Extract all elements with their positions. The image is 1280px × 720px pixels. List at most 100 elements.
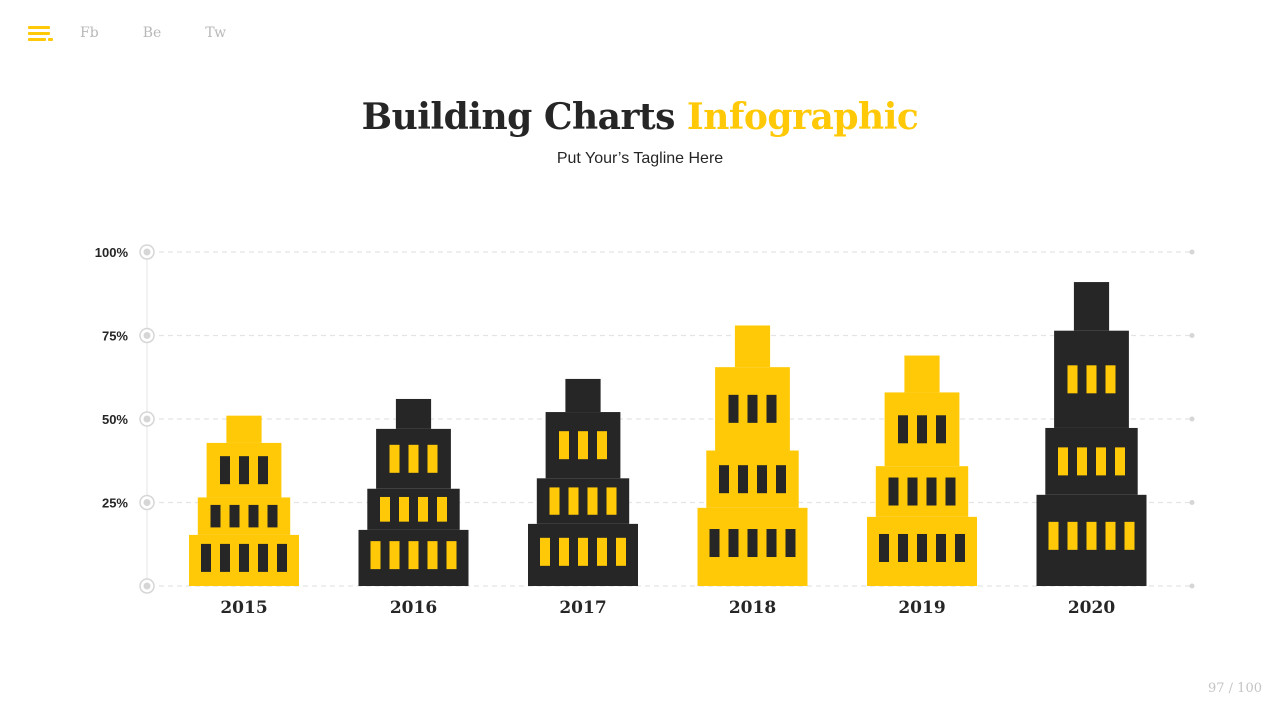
building-window [239, 456, 249, 485]
menu-icon[interactable] [28, 24, 54, 42]
tagline: Put Your’s Tagline Here [556, 150, 724, 167]
building-tier [565, 378, 601, 413]
building-window [917, 415, 927, 444]
building-window [776, 465, 786, 494]
y-tick-label: 50% [102, 412, 128, 427]
building-window [258, 456, 268, 485]
title-main: Building Charts [361, 96, 676, 138]
title-accent: Infographic [686, 96, 919, 138]
building-tier [1073, 282, 1110, 331]
building-window [879, 533, 889, 562]
building-window [926, 477, 937, 506]
building-window [1105, 365, 1116, 394]
gridline-end-dot [1189, 333, 1195, 338]
building-window [399, 496, 409, 522]
gridline-end-dot [1189, 416, 1195, 422]
building-window [559, 431, 569, 460]
tick-marker-dot [143, 499, 151, 506]
x-tick-label: 2016 [390, 598, 437, 618]
building-window [427, 541, 438, 570]
building-window [540, 537, 550, 566]
building-window [719, 465, 729, 494]
page-title: Building Charts Infographic [0, 96, 1280, 138]
building-window [757, 465, 767, 494]
building-window [597, 537, 607, 566]
building-window [578, 431, 588, 460]
building-window [936, 415, 946, 444]
building-window [1048, 521, 1059, 550]
building-window [766, 529, 777, 558]
building-window [747, 394, 758, 423]
building-window [370, 541, 381, 570]
building-window [1124, 521, 1135, 550]
building-window [389, 444, 400, 473]
building-window [747, 529, 758, 558]
building-window [248, 504, 259, 528]
building-window [785, 529, 796, 558]
building-bar-2016 [358, 398, 469, 586]
building-window [945, 477, 956, 506]
building-window [597, 431, 607, 460]
building-bar-2017 [528, 378, 638, 586]
building-tier [395, 398, 432, 429]
building-window [229, 504, 240, 528]
building-window [738, 465, 748, 494]
building-window [380, 496, 390, 522]
building-window [1077, 447, 1087, 476]
building-window [587, 487, 598, 515]
building-window [549, 487, 560, 515]
building-window [389, 541, 400, 570]
building-window [728, 529, 739, 558]
building-window [616, 537, 626, 566]
building-window [709, 529, 720, 558]
building-window [728, 394, 739, 423]
building-window [1096, 447, 1106, 476]
nav-link-be[interactable]: Be [142, 25, 162, 41]
y-tick-label: 25% [102, 496, 128, 511]
tick-marker-dot [143, 582, 151, 590]
building-window [907, 477, 918, 506]
nav-link-tw[interactable]: Tw [205, 25, 227, 41]
x-tick-label: 2019 [898, 598, 945, 618]
building-window [1058, 447, 1068, 476]
building-window [766, 394, 777, 423]
building-bar-2018 [697, 325, 808, 586]
building-window [898, 533, 908, 562]
building-window [936, 533, 946, 562]
building-window [568, 487, 579, 515]
y-tick-label: 75% [102, 329, 128, 344]
building-window [1067, 365, 1078, 394]
building-window [220, 456, 230, 485]
building-window [1086, 521, 1097, 550]
building-window [898, 415, 908, 444]
building-window [1115, 447, 1125, 476]
x-tick-label: 2017 [559, 598, 606, 618]
building-window [408, 541, 419, 570]
building-tier [904, 355, 940, 393]
tick-marker-dot [143, 415, 151, 423]
building-window [446, 541, 457, 570]
building-window [267, 504, 278, 528]
x-tick-label: 2015 [220, 598, 267, 618]
building-window [210, 504, 221, 528]
building-window [277, 543, 287, 572]
nav-link-fb[interactable]: Fb [80, 25, 99, 41]
building-bar-2015 [189, 415, 299, 586]
building-window [917, 533, 927, 562]
building-window [437, 496, 447, 522]
building-window [258, 543, 268, 572]
building-window [606, 487, 617, 515]
gridline-end-dot [1189, 249, 1195, 255]
building-window [578, 537, 588, 566]
tick-marker-dot [143, 332, 151, 339]
building-window [1067, 521, 1078, 550]
building-window [220, 543, 230, 572]
building-window [408, 444, 419, 473]
building-window [955, 533, 965, 562]
building-window [1086, 365, 1097, 394]
building-window [201, 543, 211, 572]
page-indicator: 97 / 100 [1208, 681, 1262, 696]
building-window [1105, 521, 1116, 550]
building-window [888, 477, 899, 506]
x-tick-label: 2020 [1068, 598, 1115, 618]
